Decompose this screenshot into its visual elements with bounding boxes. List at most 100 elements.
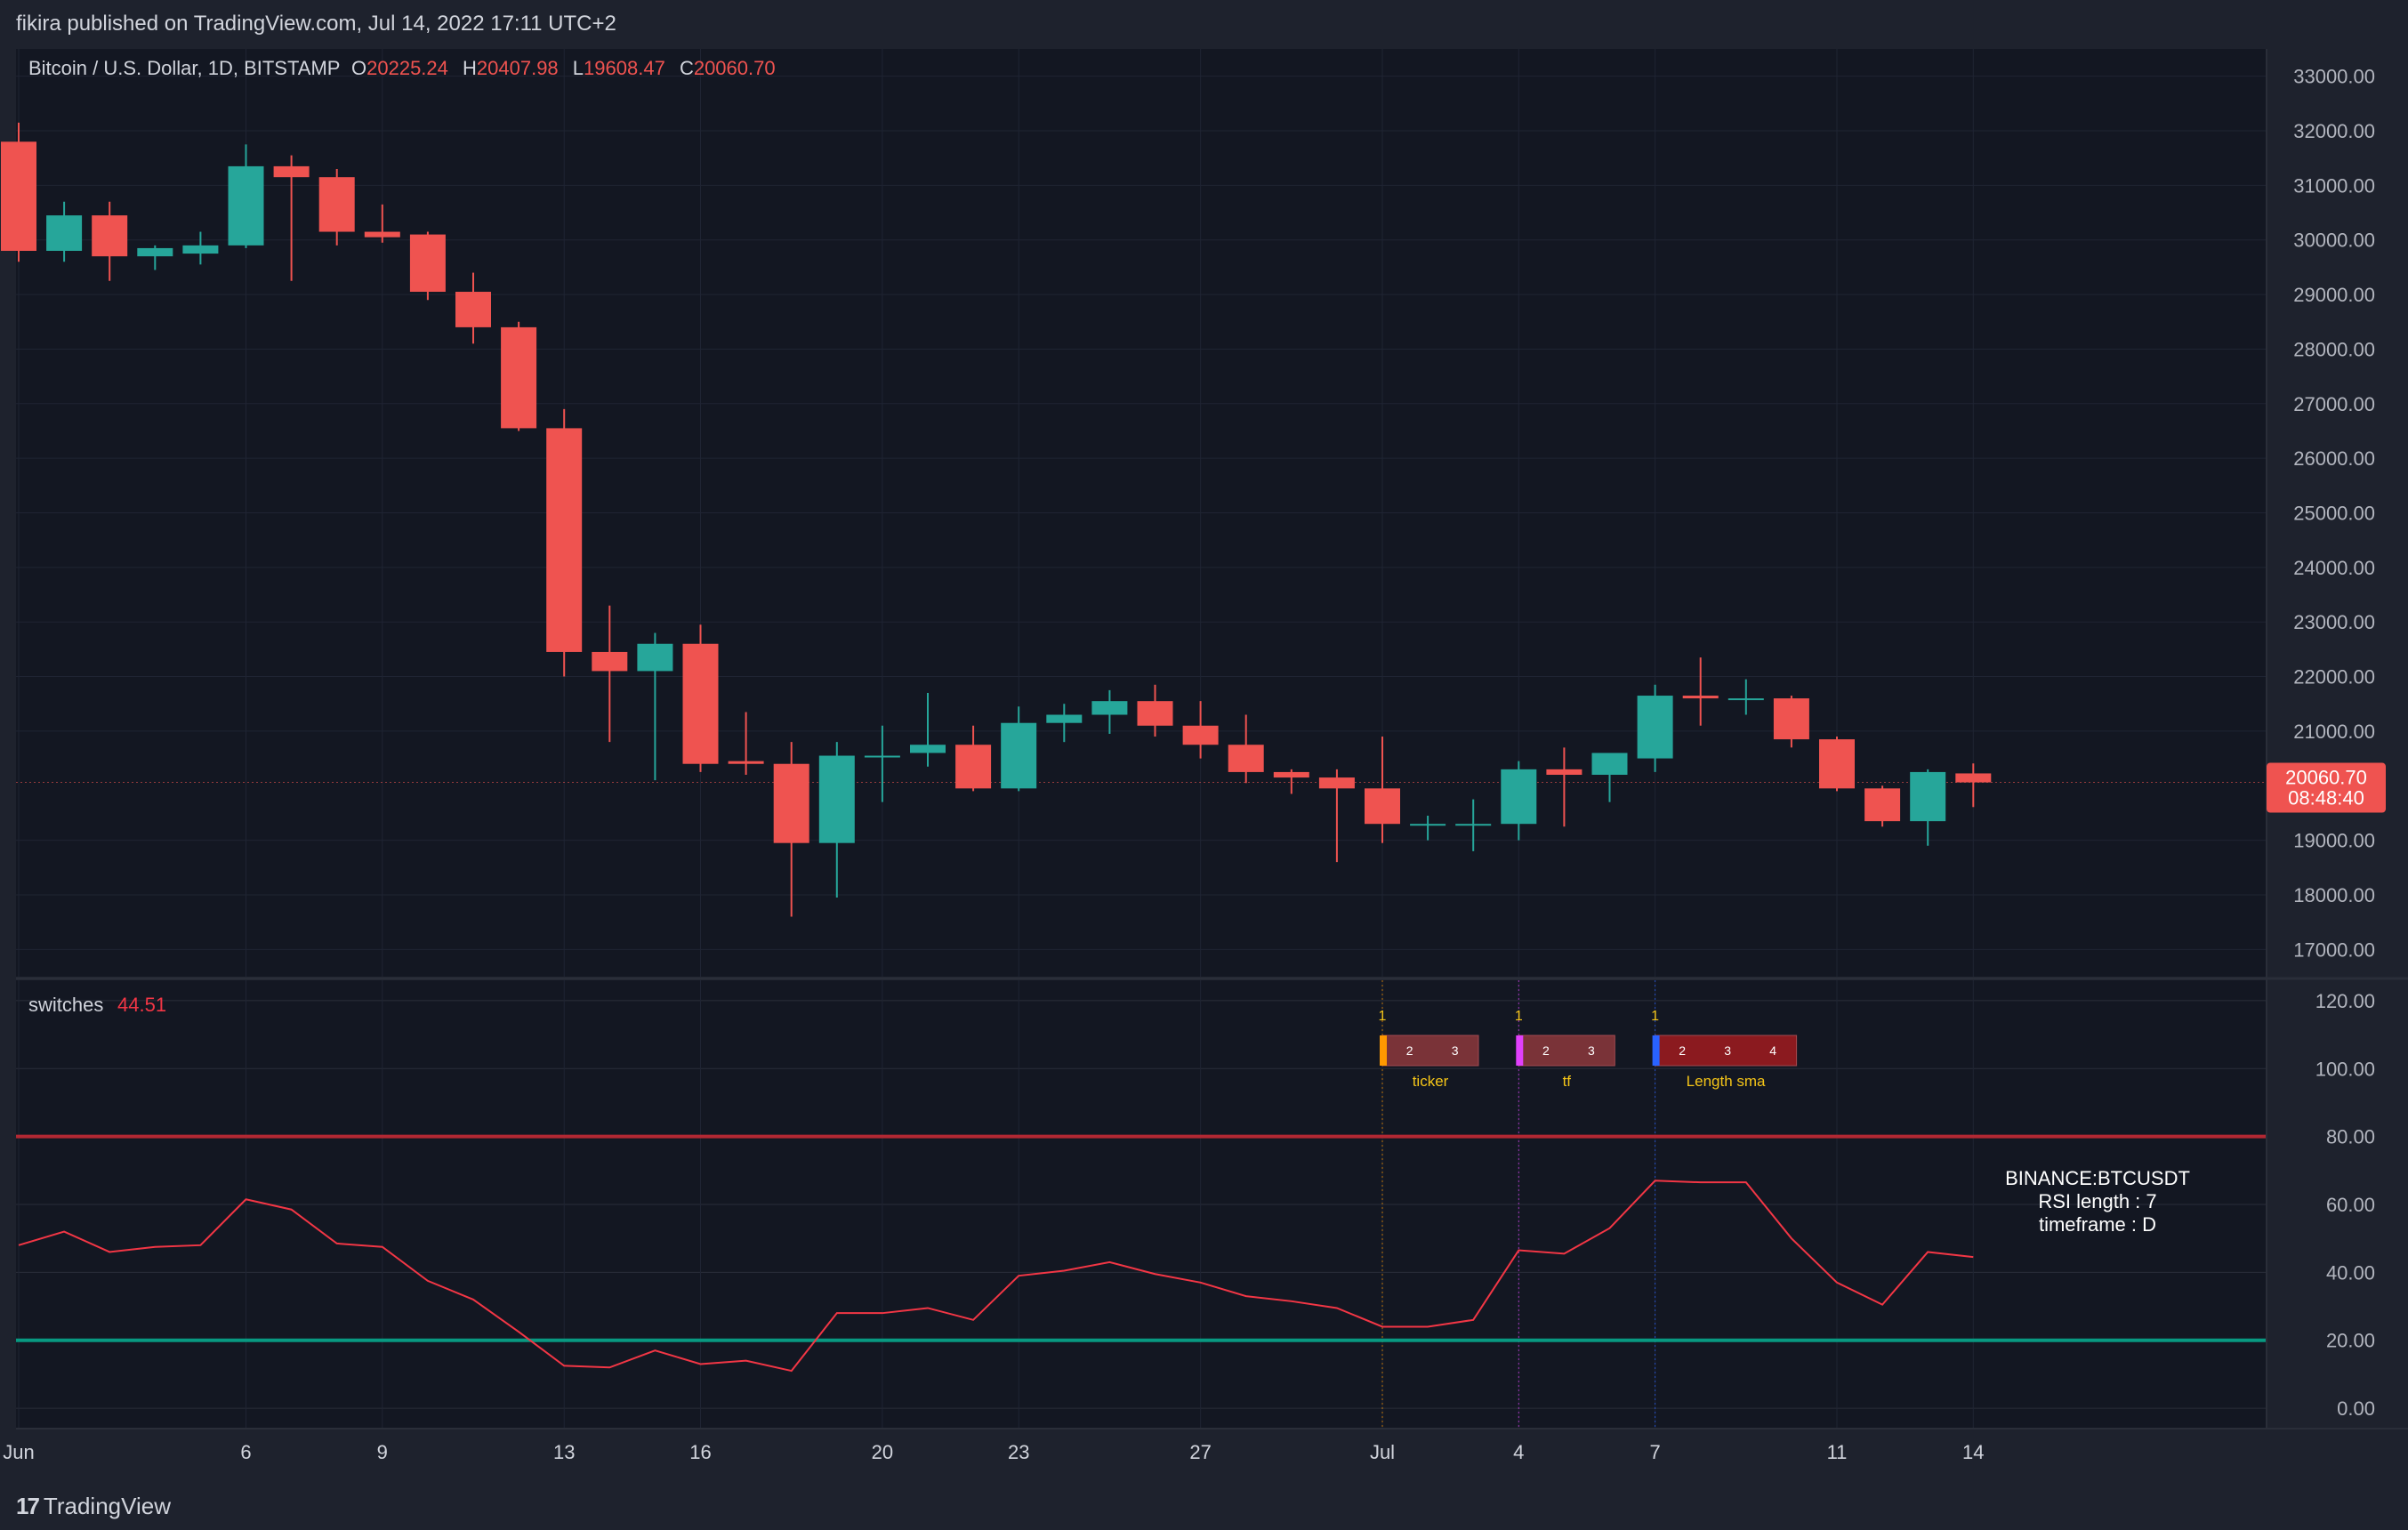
price-tick-label: 29000.00: [2293, 284, 2375, 306]
price-tick-label: 24000.00: [2293, 557, 2375, 579]
candle-body: [1137, 701, 1173, 726]
tradingview-logo-icon: 17: [16, 1493, 40, 1519]
indicator-tick-label: 100.00: [2315, 1058, 2375, 1080]
legend-open-label: O: [351, 57, 366, 79]
candle: [1228, 714, 1264, 784]
legend-high-label: H: [463, 57, 477, 79]
candle-body: [92, 215, 128, 257]
candle: [773, 742, 809, 917]
candle: [1637, 684, 1673, 772]
time-tick-label: Jul: [1370, 1441, 1395, 1463]
candle-body: [1318, 777, 1355, 789]
switch-top-label: 1: [1651, 1009, 1659, 1024]
candle: [1046, 704, 1083, 743]
tradingview-logo[interactable]: 17 TradingView: [16, 1493, 171, 1520]
price-scale[interactable]: 33000.00 32000.00 31000.00 30000.00 29000.00…: [2293, 66, 2375, 962]
candle: [637, 632, 673, 781]
candle: [273, 155, 310, 281]
switch-track: [1518, 1035, 1615, 1067]
time-tick-label: 23: [1008, 1441, 1029, 1463]
candle: [1318, 769, 1355, 863]
candle-body: [1727, 698, 1764, 701]
candle-body: [318, 177, 355, 232]
candle: [364, 204, 400, 243]
candle: [1273, 769, 1309, 794]
switch-knob: [1516, 1035, 1524, 1066]
candle-body: [546, 428, 583, 652]
time-tick-label: 11: [1827, 1441, 1848, 1463]
time-tick-label: 9: [377, 1441, 388, 1463]
candle: [1819, 737, 1855, 792]
legend-close-label: C: [680, 57, 694, 79]
switch-knob: [1380, 1035, 1387, 1066]
main-pane[interactable]: Bitcoin / U.S. Dollar, 1D, BITSTAMP O202…: [0, 49, 2267, 977]
indicator-scale[interactable]: 120.00 100.00 80.00 60.00 40.00 20.00 0.00: [2315, 990, 2375, 1420]
legend-high-value: 20407.98: [477, 57, 559, 79]
candle-body: [1910, 771, 1946, 822]
price-tick-label: 18000.00: [2293, 884, 2375, 906]
price-tick-label: 25000.00: [2293, 503, 2375, 525]
candle: [318, 168, 355, 246]
switch-track: [1381, 1035, 1479, 1067]
candle-body: [592, 651, 628, 672]
switch-step-label: 3: [1452, 1043, 1459, 1058]
candle-body: [409, 234, 446, 293]
candle: [1591, 753, 1628, 802]
candle: [910, 692, 946, 767]
candle-body: [955, 745, 992, 789]
candle-body: [46, 215, 83, 252]
candle-body: [728, 761, 764, 764]
candle-body: [1864, 788, 1901, 822]
switch-track: [1655, 1035, 1798, 1067]
price-tick-label: 28000.00: [2293, 338, 2375, 360]
legend-symbol: Bitcoin / U.S. Dollar, 1D, BITSTAMP: [28, 57, 340, 79]
candle-body: [228, 165, 264, 246]
indicator-tick-label: 80.00: [2326, 1126, 2375, 1148]
candle-body: [1001, 722, 1037, 789]
candles: [1, 122, 1992, 917]
time-scale[interactable]: Jun691316202327Jul47111418: [0, 1441, 1985, 1463]
candle: [1682, 657, 1719, 726]
candle: [92, 201, 128, 281]
price-tick-label: 27000.00: [2293, 393, 2375, 415]
candle-body: [682, 643, 719, 764]
candle-body: [773, 763, 809, 843]
price-tick-label: 19000.00: [2293, 830, 2375, 852]
candle-body: [1228, 745, 1264, 772]
legend-low-label: L: [573, 57, 584, 79]
indicator-value: 44.51: [117, 994, 166, 1016]
indicator-tick-label: 40.00: [2326, 1261, 2375, 1284]
candle: [1727, 679, 1764, 715]
legend-open-value: 20225.24: [366, 57, 448, 79]
time-tick-label: 20: [872, 1441, 893, 1463]
candle: [1365, 737, 1400, 843]
publish-header: fikira published on TradingView.com, Jul…: [0, 0, 2408, 49]
candle: [728, 712, 764, 775]
bar-countdown: 08:48:40: [2288, 787, 2364, 809]
candle-body: [1501, 769, 1537, 825]
switch-step-label: 2: [1679, 1043, 1686, 1058]
candle-body: [137, 247, 173, 257]
candle: [1955, 763, 1992, 808]
switch-top-label: 1: [1379, 1009, 1387, 1024]
candle-body: [182, 245, 219, 254]
candle-body: [1273, 771, 1309, 778]
indicator-tick-label: 20.00: [2326, 1330, 2375, 1352]
candle: [137, 245, 173, 270]
candle-body: [1046, 714, 1083, 723]
candle-body: [1773, 698, 1809, 740]
candle-body: [1455, 824, 1492, 826]
info-timeframe: timeframe : D: [2039, 1213, 2156, 1236]
time-tick-label: Jun: [3, 1441, 34, 1463]
time-tick-label: 4: [1513, 1441, 1524, 1463]
candle-body: [910, 745, 946, 753]
candle-body: [1637, 696, 1673, 759]
price-tick-label: 32000.00: [2293, 120, 2375, 142]
candle-body: [637, 643, 673, 672]
indicator-name: switches: [28, 994, 103, 1016]
candle: [228, 144, 264, 248]
price-tick-label: 30000.00: [2293, 230, 2375, 252]
